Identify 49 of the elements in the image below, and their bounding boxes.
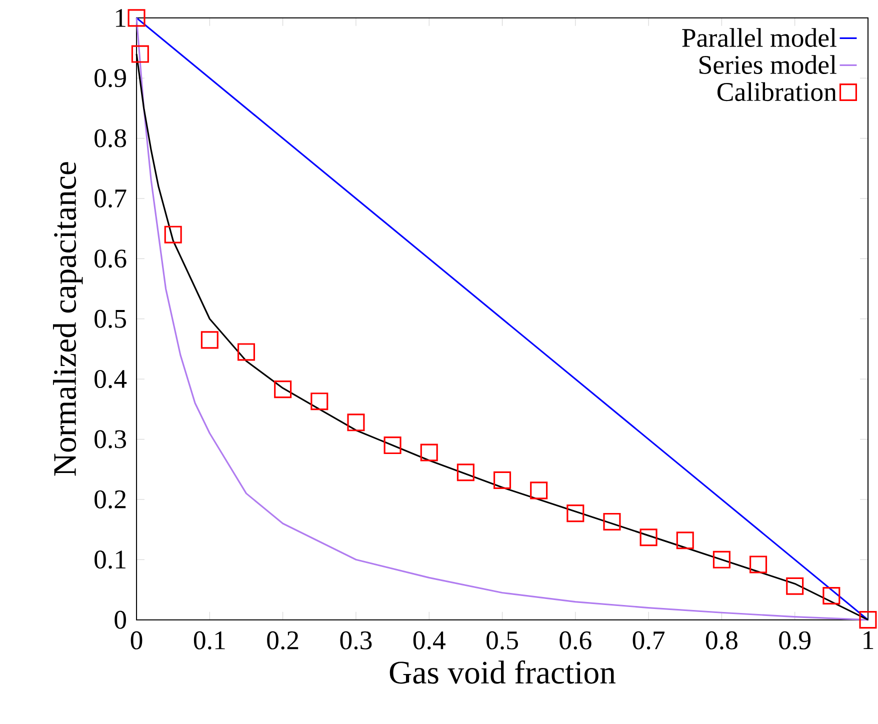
- point: [200, 330, 218, 348]
- y-tick-label: 0: [114, 610, 126, 629]
- point: [310, 392, 328, 410]
- y-tick-label: 0.8: [94, 128, 126, 148]
- point: [712, 550, 730, 568]
- x-tick-label: 0.1: [194, 631, 225, 650]
- x-tick-label: 0.3: [340, 631, 372, 650]
- point: [274, 380, 292, 398]
- point: [640, 528, 658, 546]
- point: [750, 555, 768, 573]
- point: [384, 436, 402, 454]
- point: [128, 8, 146, 26]
- point: [493, 471, 512, 489]
- y-tick-label: 0.3: [94, 430, 126, 448]
- x-tick-label: 0.2: [267, 631, 298, 650]
- x-tick-label: 0.4: [413, 631, 446, 650]
- x-tick-label: 1: [864, 631, 874, 649]
- y-tick-label: 0.9: [94, 68, 126, 87]
- x-tick-label: 0.8: [706, 631, 738, 650]
- y-tick-label: 0.1: [94, 550, 126, 569]
- point: [566, 504, 584, 522]
- x-tick-label: 0.6: [560, 631, 592, 650]
- y-tick-label: 0.6: [94, 249, 126, 268]
- y-axis-title: Normalized capacitance: [53, 162, 83, 476]
- y-tick-label: 0.5: [94, 310, 126, 328]
- point: [530, 481, 548, 499]
- point: [420, 443, 438, 462]
- legend-label: Parallel model: [682, 28, 836, 47]
- x-tick-label: 0.7: [632, 631, 665, 650]
- x-tick-label: 0.9: [779, 631, 810, 650]
- point: [164, 226, 182, 244]
- legend-label: Series model: [700, 54, 836, 74]
- point: [786, 577, 804, 595]
- x-axis-title: Gas void fraction: [390, 660, 616, 684]
- x-tick-label: 0: [130, 631, 142, 650]
- y-tick-label: 0.7: [94, 189, 126, 208]
- y-tick-label: 0.2: [94, 490, 126, 508]
- y-tick-label: 1: [116, 8, 126, 27]
- x-tick-label: 0.5: [486, 631, 518, 650]
- point: [456, 463, 474, 481]
- legend-label: Calibration: [717, 82, 837, 101]
- point: [859, 610, 877, 628]
- point: [603, 512, 621, 530]
- point: [676, 531, 694, 549]
- point: [347, 413, 365, 431]
- point: [822, 586, 840, 604]
- point: [237, 342, 256, 361]
- y-tick-label: 0.4: [94, 370, 127, 388]
- point: [131, 45, 149, 63]
